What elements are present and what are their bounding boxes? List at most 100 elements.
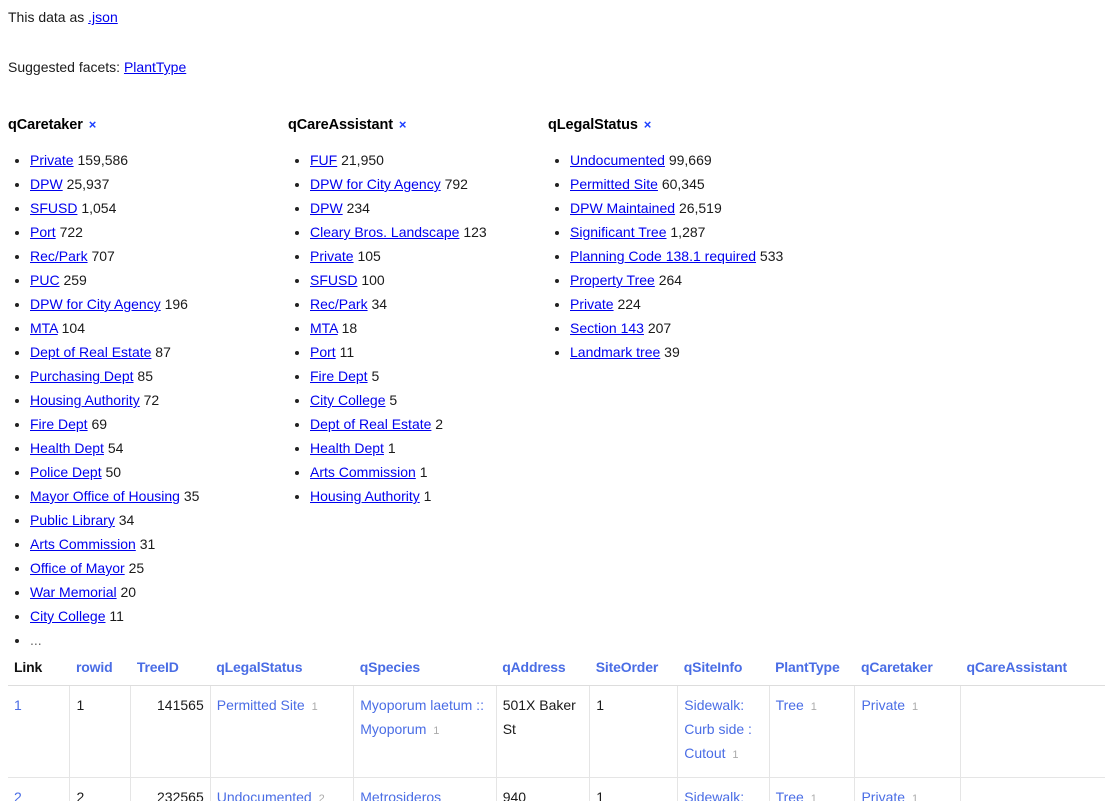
table-row: 1 1 141565 Permitted Site 1 Myoporum laetum … <box>8 685 1105 778</box>
table-header-link-planttype[interactable]: PlantType <box>775 659 840 675</box>
table-cell-siteorder: 1 <box>589 685 679 778</box>
table-header-address[interactable]: qAddress <box>496 655 590 686</box>
table-header-species[interactable]: qSpecies <box>353 655 497 686</box>
facet-item-link[interactable]: DPW <box>310 200 343 216</box>
facet-item-link[interactable]: Private <box>310 248 354 264</box>
table-header-link-legal[interactable]: qLegalStatus <box>216 659 303 675</box>
facet-item-link[interactable]: Private <box>570 296 614 312</box>
facet-qlegalstatus-dismiss-icon[interactable]: × <box>643 117 652 132</box>
facet-item-link[interactable]: Public Library <box>30 512 115 528</box>
table-cell-link[interactable]: 1 <box>8 685 71 778</box>
cell-text-siteorder: 1 <box>596 697 604 713</box>
cell-facet-link-siteinfo[interactable]: Sidewalk: Curb side : Cutout <box>684 697 752 761</box>
facet-item-link[interactable]: Mayor Office of Housing <box>30 488 180 504</box>
facet-item-link[interactable]: Planning Code 138.1 required <box>570 248 757 264</box>
facet-item: Rec/Park 34 <box>310 292 532 316</box>
facet-item-link[interactable]: Health Dept <box>310 440 384 456</box>
table-header-link-siteorder[interactable]: SiteOrder <box>595 659 659 675</box>
facet-item-link[interactable]: City College <box>310 392 386 408</box>
facet-item-link[interactable]: Property Tree <box>570 272 655 288</box>
facet-item-link[interactable]: Police Dept <box>30 464 102 480</box>
table-header-link-address[interactable]: qAddress <box>502 659 566 675</box>
table-header-planttype[interactable]: PlantType <box>769 655 855 686</box>
cell-facet-link-species[interactable]: Metrosideros excelsa :: New Zealand Xmas… <box>360 789 442 801</box>
facet-item-link[interactable]: Fire Dept <box>310 368 368 384</box>
facet-item-link[interactable]: Health Dept <box>30 440 104 456</box>
facet-item-link[interactable]: Office of Mayor <box>30 560 125 576</box>
facet-item-link[interactable]: PUC <box>30 272 60 288</box>
facet-item-link[interactable]: Private <box>30 152 74 168</box>
facet-item-link[interactable]: Arts Commission <box>310 464 416 480</box>
facet-item-link[interactable]: Rec/Park <box>30 248 88 264</box>
table-cell-caretaker: Private 1 <box>854 777 961 801</box>
facet-item-link[interactable]: City College <box>30 608 106 624</box>
facet-item-link[interactable]: SFUSD <box>30 200 78 216</box>
facet-qcaretaker-dismiss-icon[interactable]: × <box>88 117 97 132</box>
facet-item-link[interactable]: Housing Authority <box>310 488 420 504</box>
facet-item-count: 1,287 <box>670 224 706 240</box>
facet-item-link[interactable]: MTA <box>30 320 58 336</box>
facet-item-count: 72 <box>143 392 160 408</box>
table-header-siteinfo[interactable]: qSiteInfo <box>677 655 770 686</box>
facet-item-link[interactable]: DPW Maintained <box>570 200 676 216</box>
row-link[interactable]: 2 <box>14 789 22 801</box>
facet-item-link[interactable]: FUF <box>310 152 338 168</box>
facet-item-link[interactable]: Rec/Park <box>310 296 368 312</box>
facet-item-link[interactable]: Dept of Real Estate <box>310 416 432 432</box>
facet-qcareassistant-dismiss-icon[interactable]: × <box>398 117 407 132</box>
table-header-link-careassist[interactable]: qCareAssistant <box>966 659 1068 675</box>
table-cell-caretaker: Private 1 <box>854 685 961 778</box>
facet-item-link[interactable]: Arts Commission <box>30 536 136 552</box>
facet-item-link[interactable]: DPW <box>30 176 63 192</box>
results-table: Link rowid TreeID qLegalStatus qSpecies qAddr… <box>8 655 1105 801</box>
facet-item-link[interactable]: Landmark tree <box>570 344 661 360</box>
table-header-treeid[interactable]: TreeID <box>130 655 211 686</box>
facet-item-link[interactable]: Undocumented <box>570 152 665 168</box>
facet-item-link[interactable]: SFUSD <box>310 272 358 288</box>
table-header-siteorder[interactable]: SiteOrder <box>589 655 678 686</box>
table-header-link-rowid[interactable]: rowid <box>75 659 113 675</box>
facet-item-link[interactable]: Purchasing Dept <box>30 368 134 384</box>
cell-facet-link-planttype[interactable]: Tree <box>775 697 804 713</box>
cell-facet-link-legal[interactable]: Permitted Site <box>216 697 305 713</box>
table-header-link-siteinfo[interactable]: qSiteInfo <box>683 659 743 675</box>
row-link[interactable]: 1 <box>14 697 22 713</box>
suggested-facet-planttype[interactable]: PlantType <box>123 59 187 75</box>
cell-facet-link-siteinfo[interactable]: Sidewalk: Curb side : Cutout <box>684 789 745 801</box>
cell-facet-link-caretaker[interactable]: Private <box>861 789 906 801</box>
table-header-rowid[interactable]: rowid <box>69 655 131 686</box>
table-header-link-species[interactable]: qSpecies <box>359 659 421 675</box>
facet-item-link[interactable]: Fire Dept <box>30 416 88 432</box>
facet-item-link[interactable]: Housing Authority <box>30 392 140 408</box>
table-header-link-caretaker[interactable]: qCaretaker <box>860 659 933 675</box>
table-cell-siteorder: 1 <box>589 777 679 801</box>
facet-item: Permitted Site 60,345 <box>570 172 832 196</box>
facet-item: FUF 21,950 <box>310 148 532 172</box>
facet-item-link[interactable]: Dept of Real Estate <box>30 344 152 360</box>
results-table-wrapper[interactable]: Link rowid TreeID qLegalStatus qSpecies qAddr… <box>8 655 1105 801</box>
table-body: 1 1 141565 Permitted Site 1 Myoporum laetum … <box>8 685 1105 801</box>
facet-item-link[interactable]: MTA <box>310 320 338 336</box>
facet-item-link[interactable]: Section 143 <box>570 320 644 336</box>
cell-facet-link-caretaker[interactable]: Private <box>861 697 906 713</box>
facet-item-link[interactable]: War Memorial <box>30 584 117 600</box>
facet-item-link[interactable]: Port <box>30 224 56 240</box>
facet-item-link[interactable]: DPW for City Agency <box>30 296 161 312</box>
facet-item-link[interactable]: DPW for City Agency <box>310 176 441 192</box>
table-header-caretaker[interactable]: qCaretaker <box>854 655 961 686</box>
facet-item-link[interactable]: Cleary Bros. Landscape <box>310 224 460 240</box>
table-cell-careassist <box>960 777 1105 801</box>
table-header-link-treeid[interactable]: TreeID <box>136 659 179 675</box>
facet-item-link[interactable]: Port <box>310 344 336 360</box>
facet-item: Planning Code 138.1 required 533 <box>570 244 832 268</box>
table-header-legal[interactable]: qLegalStatus <box>210 655 354 686</box>
facet-item-link[interactable]: Significant Tree <box>570 224 667 240</box>
export-json-link[interactable]: .json <box>88 9 118 25</box>
facet-item-link[interactable]: Permitted Site <box>570 176 658 192</box>
cell-facet-link-legal[interactable]: Undocumented <box>216 789 312 801</box>
facet-item: Port 11 <box>310 340 532 364</box>
cell-facet-link-planttype[interactable]: Tree <box>775 789 804 801</box>
cell-facet-link-species[interactable]: Myoporum laetum :: Myoporum <box>360 697 484 737</box>
table-cell-link[interactable]: 2 <box>8 777 71 801</box>
table-header-careassist[interactable]: qCareAssistant <box>960 655 1105 686</box>
